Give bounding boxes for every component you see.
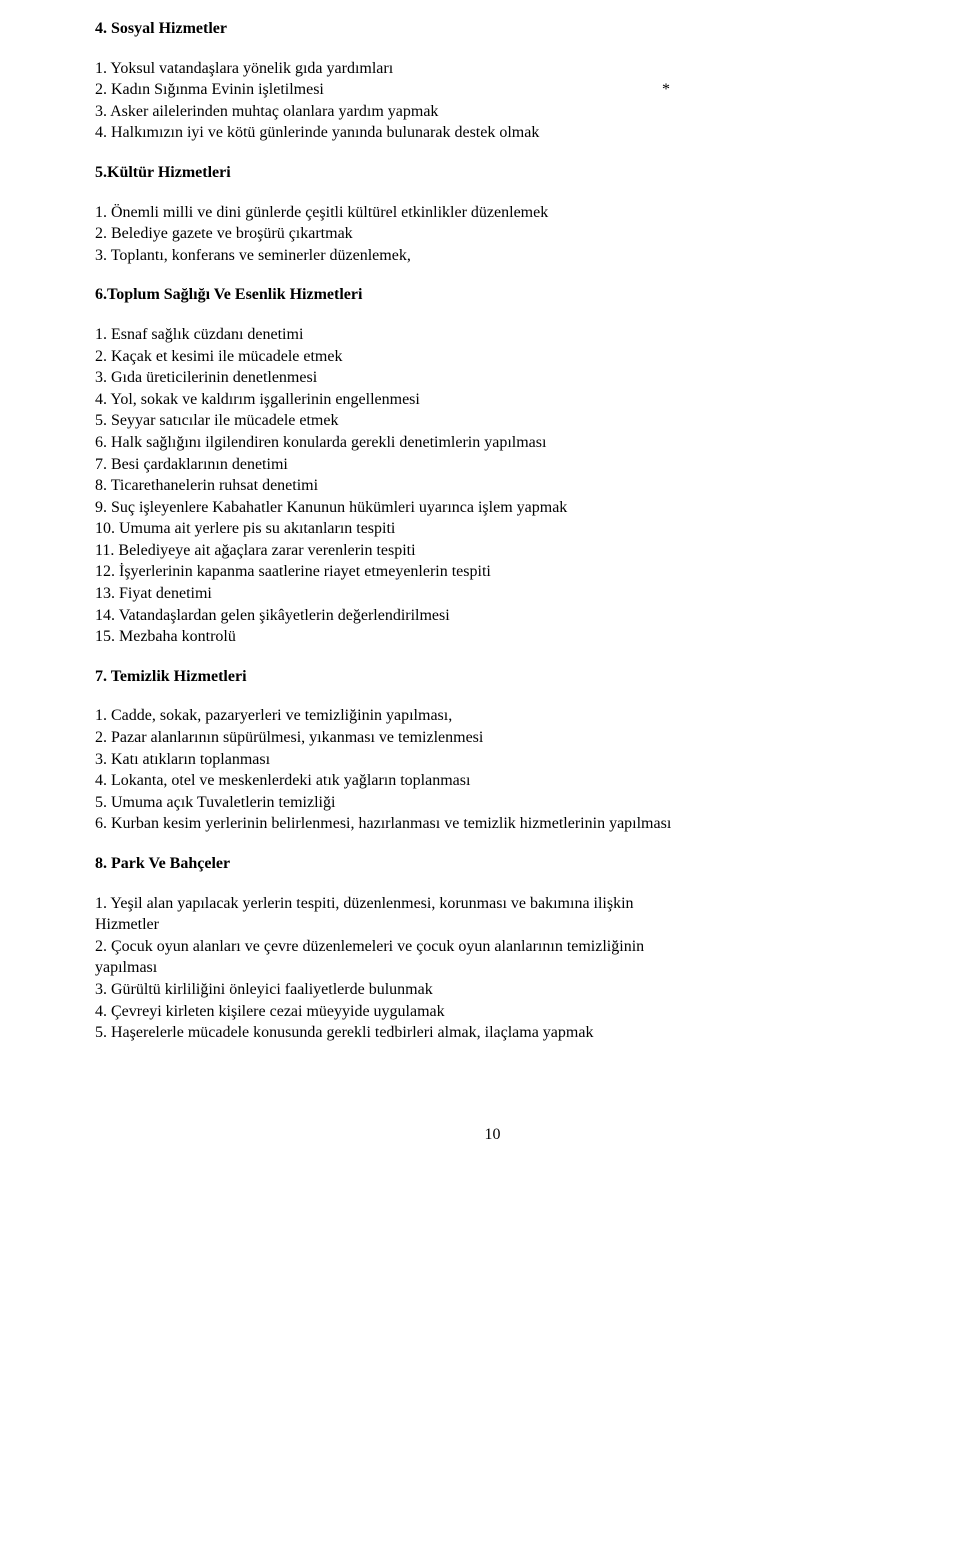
- list-item-line: 2. Çocuk oyun alanları ve çevre düzenlem…: [95, 936, 890, 958]
- section-5-list: 1. Önemli milli ve dini günlerde çeşitli…: [95, 202, 890, 267]
- list-item: 3. Katı atıkların toplanması: [95, 749, 890, 771]
- page-number: 10: [95, 1124, 890, 1146]
- list-item: 12. İşyerlerinin kapanma saatlerine riay…: [95, 561, 890, 583]
- section-8-heading: 8. Park Ve Bahçeler: [95, 853, 890, 875]
- list-item: 3. Gürültü kirliliğini önleyici faaliyet…: [95, 979, 890, 1001]
- section-6-list: 1. Esnaf sağlık cüzdanı denetimi 2. Kaça…: [95, 324, 890, 648]
- list-item: 3. Gıda üreticilerinin denetlenmesi: [95, 367, 890, 389]
- list-item: 8. Ticarethanelerin ruhsat denetimi: [95, 475, 890, 497]
- list-item: 4. Halkımızın iyi ve kötü günlerinde yan…: [95, 122, 890, 144]
- list-item: 2. Pazar alanlarının süpürülmesi, yıkanm…: [95, 727, 890, 749]
- section-7-heading: 7. Temizlik Hizmetleri: [95, 666, 890, 688]
- asterisk-mark: *: [324, 79, 890, 101]
- list-item: 1. Önemli milli ve dini günlerde çeşitli…: [95, 202, 890, 224]
- section-5-heading: 5.Kültür Hizmetleri: [95, 162, 890, 184]
- list-item: 4. Çevreyi kirleten kişilere cezai müeyy…: [95, 1001, 890, 1023]
- list-item: 15. Mezbaha kontrolü: [95, 626, 890, 648]
- list-item: 2. Belediye gazete ve broşürü çıkartmak: [95, 223, 890, 245]
- list-item: 14. Vatandaşlardan gelen şikâyetlerin de…: [95, 605, 890, 627]
- section-4-heading: 4. Sosyal Hizmetler: [95, 18, 890, 40]
- list-item: 5. Haşerelerle mücadele konusunda gerekl…: [95, 1022, 890, 1044]
- list-item: 1. Yoksul vatandaşlara yönelik gıda yard…: [95, 58, 890, 80]
- list-item: 2. Kadın Sığınma Evinin işletilmesi *: [95, 79, 890, 101]
- list-item: 3. Asker ailelerinden muhtaç olanlara ya…: [95, 101, 890, 123]
- section-7-list: 1. Cadde, sokak, pazaryerleri ve temizli…: [95, 705, 890, 835]
- list-item: 5. Seyyar satıcılar ile mücadele etmek: [95, 410, 890, 432]
- list-item: 5. Umuma açık Tuvaletlerin temizliği: [95, 792, 890, 814]
- list-item: 13. Fiyat denetimi: [95, 583, 890, 605]
- list-item: 10. Umuma ait yerlere pis su akıtanların…: [95, 518, 890, 540]
- list-item: 4. Yol, sokak ve kaldırım işgallerinin e…: [95, 389, 890, 411]
- list-item-text: 2. Kadın Sığınma Evinin işletilmesi: [95, 79, 324, 101]
- section-6-heading: 6.Toplum Sağlığı Ve Esenlik Hizmetleri: [95, 284, 890, 306]
- list-item: 1. Yeşil alan yapılacak yerlerin tespiti…: [95, 893, 890, 936]
- list-item: 9. Suç işleyenlere Kabahatler Kanunun hü…: [95, 497, 890, 519]
- list-item: 7. Besi çardaklarının denetimi: [95, 454, 890, 476]
- list-item: 2. Kaçak et kesimi ile mücadele etmek: [95, 346, 890, 368]
- list-item: 1. Esnaf sağlık cüzdanı denetimi: [95, 324, 890, 346]
- list-item: 4. Lokanta, otel ve meskenlerdeki atık y…: [95, 770, 890, 792]
- section-8-list: 1. Yeşil alan yapılacak yerlerin tespiti…: [95, 893, 890, 1044]
- list-item: 2. Çocuk oyun alanları ve çevre düzenlem…: [95, 936, 890, 979]
- list-item-line: yapılması: [95, 957, 890, 979]
- list-item: 1. Cadde, sokak, pazaryerleri ve temizli…: [95, 705, 890, 727]
- list-item: 11. Belediyeye ait ağaçlara zarar verenl…: [95, 540, 890, 562]
- list-item: 6. Kurban kesim yerlerinin belirlenmesi,…: [95, 813, 890, 835]
- list-item-line: 1. Yeşil alan yapılacak yerlerin tespiti…: [95, 893, 890, 915]
- list-item: 6. Halk sağlığını ilgilendiren konularda…: [95, 432, 890, 454]
- list-item-line: Hizmetler: [95, 914, 890, 936]
- section-4-list: 1. Yoksul vatandaşlara yönelik gıda yard…: [95, 58, 890, 144]
- list-item: 3. Toplantı, konferans ve seminerler düz…: [95, 245, 890, 267]
